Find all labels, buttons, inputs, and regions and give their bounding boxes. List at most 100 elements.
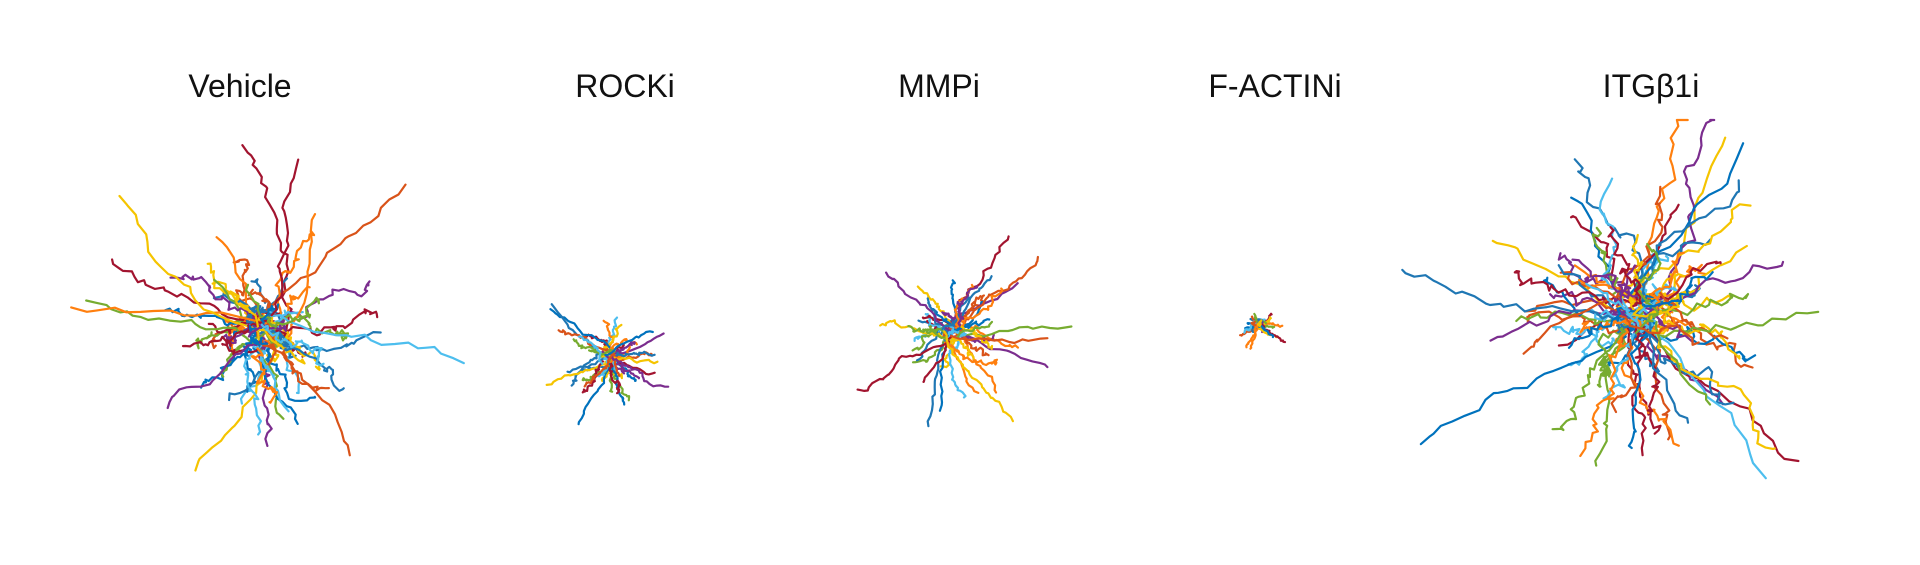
track-line [1419, 335, 1627, 446]
track-line [545, 363, 610, 386]
track-line [1549, 290, 1641, 330]
track-line [1634, 323, 1662, 435]
track-line [268, 314, 465, 365]
track-line [1654, 310, 1820, 338]
track-line [1579, 324, 1629, 458]
track-line [248, 303, 280, 347]
track-line [1619, 315, 1700, 346]
track-line [1243, 321, 1261, 334]
track-line [1654, 320, 1712, 406]
track-line [953, 327, 990, 357]
track-line [604, 316, 619, 351]
track-line [1622, 320, 1651, 416]
track-line [1649, 291, 1729, 340]
panel-mmpi: MMPi [856, 68, 1073, 428]
track-line [1650, 319, 1741, 360]
panel-title-vehicle: Vehicle [188, 68, 291, 104]
track-line [1256, 319, 1263, 327]
track-line [1245, 322, 1260, 349]
track-line [1632, 290, 1687, 318]
track-line [1401, 268, 1634, 329]
track-line [956, 285, 979, 327]
track-line [181, 335, 260, 355]
track-line [549, 308, 614, 352]
track-line [885, 271, 952, 333]
track-line [118, 194, 260, 341]
panel-vehicle: Vehicle [70, 68, 465, 472]
track-line [277, 331, 382, 353]
track-line [1249, 325, 1260, 350]
track-line [614, 341, 636, 355]
tracks-rocki [545, 303, 670, 426]
track-line [951, 287, 1004, 331]
track-line [608, 362, 622, 395]
track-line [229, 290, 285, 350]
panel-title-rocki: ROCKi [575, 68, 675, 104]
track-line [270, 158, 300, 317]
track-line [1524, 299, 1652, 313]
track-line [249, 335, 299, 425]
track-line [1627, 335, 1649, 450]
track-line [169, 273, 256, 321]
panel-title-itgb1i: ITGβ1i [1603, 68, 1700, 104]
track-line [604, 330, 654, 357]
track-line [1526, 310, 1624, 344]
track-line [572, 338, 609, 360]
track-line [950, 334, 1049, 345]
track-line [283, 342, 301, 395]
track-line [1626, 142, 1745, 299]
track-line [1522, 297, 1613, 355]
track-line [1610, 338, 1638, 414]
panel-title-factini: F-ACTINi [1208, 68, 1341, 104]
track-line [241, 144, 293, 337]
track-line [1616, 179, 1741, 334]
track-line [1649, 251, 1685, 313]
track-line [601, 353, 659, 365]
track-line [1632, 203, 1680, 301]
track-line [70, 306, 268, 325]
track-line [1598, 177, 1626, 306]
track-line [952, 325, 1073, 340]
track-line [1552, 325, 1617, 348]
track-line [85, 299, 254, 345]
track-line [239, 330, 273, 405]
track-line [260, 323, 325, 367]
track-line [195, 317, 252, 350]
track-line [1591, 226, 1620, 296]
track-line [1571, 258, 1639, 298]
track-line [931, 308, 960, 334]
track-line [1513, 270, 1615, 305]
tracks-itgb1i [1401, 118, 1820, 480]
track-line [1607, 226, 1642, 308]
track-line [943, 330, 1014, 423]
track-line [943, 341, 999, 367]
track-line [601, 323, 623, 359]
track-line [1644, 332, 1735, 406]
track-line [615, 350, 656, 358]
track-line [577, 335, 604, 365]
tracks-vehicle [70, 144, 465, 472]
track-line [957, 320, 994, 338]
track-line [274, 230, 316, 315]
track-line [1648, 329, 1776, 450]
track-line [1551, 306, 1644, 432]
track-line [250, 347, 279, 404]
tracks-factini [1239, 312, 1287, 350]
track-line [266, 183, 407, 313]
track-line [947, 324, 967, 339]
track-line [200, 321, 256, 389]
panel-title-mmpi: MMPi [898, 68, 980, 104]
panel-rocki: ROCKi [545, 68, 675, 426]
panel-factini: F-ACTINi [1208, 68, 1342, 350]
track-line [856, 339, 949, 392]
tracks-mmpi [856, 235, 1073, 428]
track-line [941, 275, 993, 331]
track-line [1585, 282, 1640, 329]
panel-itgb1i: ITGβ1i [1401, 68, 1820, 480]
track-line [266, 296, 320, 328]
track-line [1635, 243, 1662, 334]
track-line [1602, 309, 1645, 400]
track-line [166, 341, 261, 410]
track-line [273, 308, 379, 337]
